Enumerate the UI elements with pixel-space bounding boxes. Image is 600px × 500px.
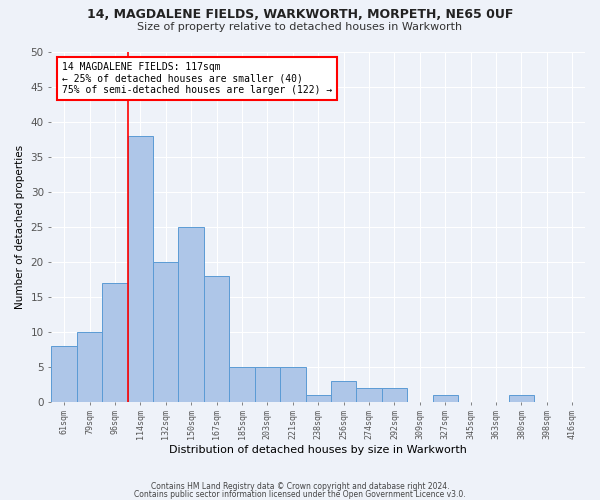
Text: 14, MAGDALENE FIELDS, WARKWORTH, MORPETH, NE65 0UF: 14, MAGDALENE FIELDS, WARKWORTH, MORPETH… — [87, 8, 513, 20]
Bar — [102, 282, 128, 402]
Text: Contains HM Land Registry data © Crown copyright and database right 2024.: Contains HM Land Registry data © Crown c… — [151, 482, 449, 491]
Text: 14 MAGDALENE FIELDS: 117sqm
← 25% of detached houses are smaller (40)
75% of sem: 14 MAGDALENE FIELDS: 117sqm ← 25% of det… — [62, 62, 332, 95]
Text: Contains public sector information licensed under the Open Government Licence v3: Contains public sector information licen… — [134, 490, 466, 499]
Bar — [331, 381, 356, 402]
Bar — [153, 262, 178, 402]
Bar — [178, 226, 204, 402]
Bar — [356, 388, 382, 402]
Bar — [509, 395, 534, 402]
Bar — [255, 367, 280, 402]
Y-axis label: Number of detached properties: Number of detached properties — [15, 144, 25, 308]
Bar — [229, 367, 255, 402]
Bar — [280, 367, 305, 402]
Bar — [128, 136, 153, 402]
Text: Size of property relative to detached houses in Warkworth: Size of property relative to detached ho… — [137, 22, 463, 32]
X-axis label: Distribution of detached houses by size in Warkworth: Distribution of detached houses by size … — [169, 445, 467, 455]
Bar — [382, 388, 407, 402]
Bar — [305, 395, 331, 402]
Bar — [433, 395, 458, 402]
Bar — [77, 332, 102, 402]
Bar — [204, 276, 229, 402]
Bar — [52, 346, 77, 402]
